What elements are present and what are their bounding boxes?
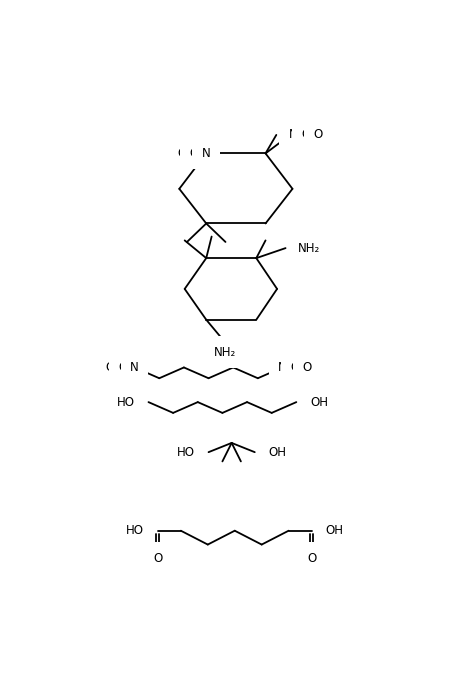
Text: N: N xyxy=(288,129,297,142)
Text: O: O xyxy=(153,552,162,565)
Text: O: O xyxy=(105,361,115,374)
Text: OH: OH xyxy=(268,446,286,459)
Text: NH₂: NH₂ xyxy=(297,241,319,255)
Text: C: C xyxy=(290,361,298,374)
Text: C: C xyxy=(189,147,198,160)
Text: HO: HO xyxy=(125,524,143,537)
Text: OH: OH xyxy=(309,396,327,409)
Text: N: N xyxy=(277,361,286,374)
Text: NH₂: NH₂ xyxy=(214,345,236,358)
Text: O: O xyxy=(306,552,316,565)
Text: N: N xyxy=(130,361,139,374)
Text: O: O xyxy=(177,147,186,160)
Text: OH: OH xyxy=(325,524,343,537)
Text: HO: HO xyxy=(116,396,134,409)
Text: O: O xyxy=(302,361,311,374)
Text: C: C xyxy=(118,361,126,374)
Text: HO: HO xyxy=(176,446,194,459)
Text: O: O xyxy=(313,129,322,142)
Text: N: N xyxy=(202,147,210,160)
Text: C: C xyxy=(301,129,309,142)
